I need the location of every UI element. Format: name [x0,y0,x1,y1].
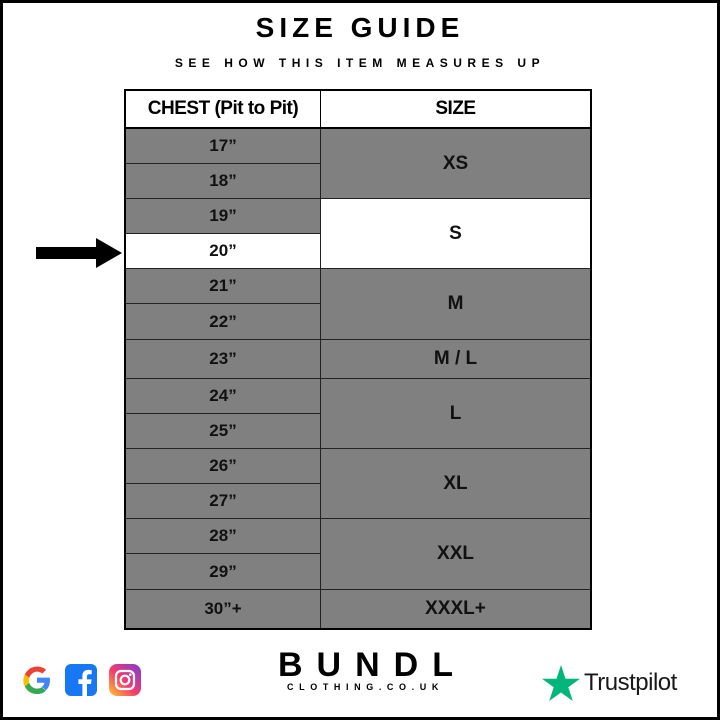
header-chest: CHEST (Pit to Pit) [126,91,321,129]
star-icon [542,665,580,701]
size-table: CHEST (Pit to Pit) SIZE 17” 18” 19” 20” 21” 2… [124,89,592,630]
chest-cell: 23” [126,340,321,379]
facebook-icon[interactable] [65,664,97,696]
size-cell: XS [321,129,590,199]
google-icon[interactable] [21,664,53,696]
size-cell: L [321,379,590,449]
size-cell: S [321,199,590,269]
size-cell: XXL [321,519,590,590]
brand-name: BUNDL [278,646,467,684]
page-title: SIZE GUIDE [255,12,465,43]
chest-cell: 30”+ [126,590,321,628]
chest-cell: 28” [126,519,321,554]
chest-cell: 25” [126,414,321,449]
chest-cell: 18” [126,164,321,199]
page-subtitle: SEE HOW THIS ITEM MEASURES UP [174,56,546,70]
chest-cell: 17” [126,129,321,164]
size-cell: M / L [321,340,590,379]
size-cell: XXXL+ [321,590,590,628]
trustpilot-badge[interactable]: Trustpilot [542,665,677,701]
chest-cell: 29” [126,554,321,590]
social-icons [21,664,141,696]
header-size: SIZE [321,91,590,129]
chest-cell: 26” [126,449,321,484]
arrow-right-icon [36,238,122,268]
trustpilot-label: Trustpilot [584,669,677,696]
chest-cell: 20” [126,234,321,269]
brand-domain: CLOTHING.CO.UK [287,682,444,692]
chest-cell: 22” [126,304,321,340]
brand-logo: BUNDL CLOTHING.CO.UK [278,648,453,692]
size-cell: XL [321,449,590,519]
size-cell: M [321,269,590,340]
instagram-icon[interactable] [109,664,141,696]
chest-cell: 24” [126,379,321,414]
chest-cell: 19” [126,199,321,234]
chest-cell: 21” [126,269,321,304]
chest-cell: 27” [126,484,321,519]
